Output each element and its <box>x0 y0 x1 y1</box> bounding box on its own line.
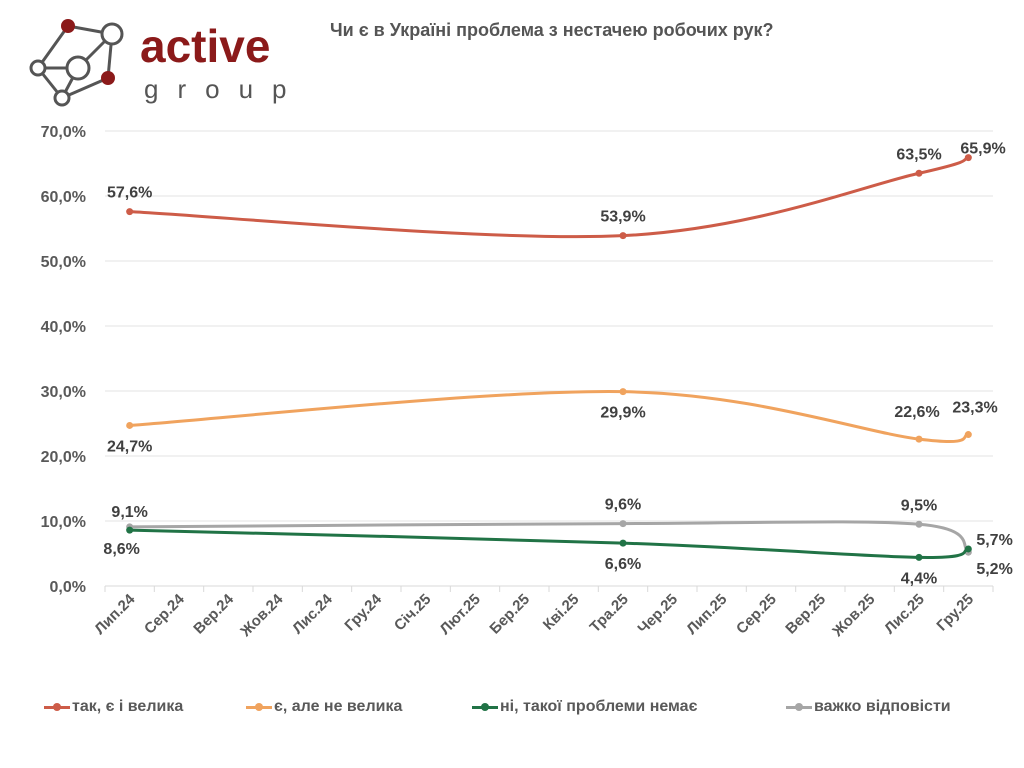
data-label: 22,6% <box>894 404 939 421</box>
y-tick-label: 40,0% <box>41 319 86 336</box>
series-line <box>128 390 970 443</box>
x-tick-label: Сер.24 <box>141 590 188 637</box>
series-line <box>128 520 970 554</box>
data-point <box>964 545 972 553</box>
data-label: 5,2% <box>976 561 1012 578</box>
x-tick-label: Лис.25 <box>881 591 928 638</box>
legend-line-marker-icon <box>786 702 812 711</box>
data-point <box>915 520 923 528</box>
series-3 <box>126 520 972 556</box>
series-line <box>128 156 970 239</box>
data-label: 24,7% <box>107 438 152 455</box>
x-tick-label: Гру.25 <box>933 591 977 635</box>
data-point <box>619 388 627 396</box>
legend-label: ні, такої проблеми немає <box>500 698 698 715</box>
x-tick-label: Січ.25 <box>391 591 435 635</box>
logo: active group <box>22 12 312 112</box>
legend-item: ні, такої проблеми немає <box>472 698 697 716</box>
data-label: 63,5% <box>896 146 941 163</box>
data-label: 53,9% <box>600 209 645 226</box>
data-label: 65,9% <box>960 141 1005 158</box>
series-1 <box>126 388 972 443</box>
legend-label: важко відповісти <box>814 698 951 715</box>
data-point <box>964 154 972 162</box>
legend-item: важко відповісти <box>786 698 951 716</box>
y-tick-label: 50,0% <box>41 254 86 271</box>
legend-line-marker-icon <box>472 702 498 711</box>
x-tick-label: Сер.25 <box>733 591 780 638</box>
data-label: 29,9% <box>600 405 645 422</box>
y-axis-ticks: 0,0% 10,0% 20,0% 30,0% 40,0% 50,0% 60,0% 70,0% <box>41 124 86 596</box>
data-point <box>126 208 134 216</box>
legend-line-marker-icon <box>44 702 70 711</box>
y-tick-label: 0,0% <box>50 579 86 596</box>
x-tick-label: Жов.24 <box>237 590 287 640</box>
gridlines <box>105 130 993 587</box>
x-tick-label: Вер.24 <box>190 590 237 637</box>
legend-line-marker-icon <box>246 702 272 711</box>
data-label: 9,5% <box>901 497 937 514</box>
logo-brand-sub: group <box>144 74 306 104</box>
data-point <box>915 169 923 177</box>
legend-item: так, є і велика <box>44 698 183 716</box>
data-label: 57,6% <box>107 185 152 202</box>
data-label: 6,6% <box>605 556 641 573</box>
x-axis: Лип.24 Сер.24 Вер.24 Жов.24 Лис.24 Гру.24 Січ.… <box>91 586 994 641</box>
data-point <box>126 526 134 534</box>
x-tick-label: Кві.25 <box>540 591 583 634</box>
x-tick-label: Лют.25 <box>437 591 484 638</box>
series-line <box>128 528 970 559</box>
legend-item: є, але не велика <box>246 698 402 716</box>
x-tick-label: Лис.24 <box>289 590 336 637</box>
series-lines <box>126 154 972 561</box>
x-tick-label: Лип.25 <box>683 591 730 638</box>
x-tick-label: Бер.25 <box>486 591 533 638</box>
logo-network-icon: active group <box>29 19 306 107</box>
data-point <box>619 232 627 240</box>
x-tick-label: Тра.25 <box>587 591 632 636</box>
y-tick-label: 60,0% <box>41 189 86 206</box>
data-point <box>915 435 923 443</box>
y-tick-label: 30,0% <box>41 384 86 401</box>
line-chart: 0,0%10,0%20,0%30,0%40,0%50,0%60,0%70,0% … <box>41 124 1013 641</box>
y-tick-label: 20,0% <box>41 449 86 466</box>
x-tick-label: Лип.24 <box>91 590 139 638</box>
data-label: 23,3% <box>952 400 997 417</box>
data-label: 9,6% <box>605 497 641 514</box>
data-label: 4,4% <box>901 570 937 587</box>
data-point <box>915 553 923 561</box>
x-tick-label: Жов.25 <box>829 591 879 641</box>
legend-label: є, але не велика <box>274 698 403 715</box>
data-label: 9,1% <box>111 504 147 521</box>
data-point <box>964 431 972 439</box>
x-tick-label: Чер.25 <box>635 591 682 638</box>
data-label: 5,7% <box>976 532 1012 549</box>
logo-brand-word: active <box>140 20 270 72</box>
data-labels: 24,7% 29,9% 22,6% 23,3% 57,6% 53,9% 63,5% 65,9%… <box>103 141 1012 588</box>
y-tick-label: 10,0% <box>41 514 86 531</box>
data-point <box>619 539 627 547</box>
chart-title: Чи є в Україні проблема з нестачею робоч… <box>330 20 774 40</box>
x-tick-label: Гру.24 <box>341 590 385 634</box>
data-point <box>619 520 627 528</box>
legend: так, є і велика є, але не велика ні, такої… <box>0 698 1024 726</box>
data-label: 8,6% <box>103 541 139 558</box>
x-tick-label: Вер.25 <box>782 591 829 638</box>
series-0 <box>126 154 972 240</box>
data-point <box>126 421 134 429</box>
series-2 <box>126 526 972 561</box>
y-tick-label: 70,0% <box>41 124 86 141</box>
legend-label: так, є і велика <box>72 698 184 715</box>
